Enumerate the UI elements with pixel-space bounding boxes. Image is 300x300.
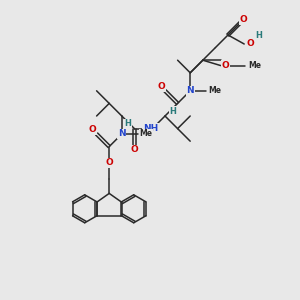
Text: O: O <box>222 61 230 70</box>
Text: H: H <box>255 32 262 40</box>
Text: Me: Me <box>248 61 262 70</box>
Text: H: H <box>124 119 131 128</box>
Text: N: N <box>186 86 194 95</box>
Text: H: H <box>169 106 176 116</box>
Text: O: O <box>105 158 113 167</box>
Text: O: O <box>89 125 97 134</box>
Text: O: O <box>157 82 165 91</box>
Text: O: O <box>240 15 248 24</box>
Text: N: N <box>118 130 126 139</box>
Text: Me: Me <box>140 130 152 139</box>
Text: Me: Me <box>208 86 221 95</box>
Text: O: O <box>246 40 254 49</box>
Text: NH: NH <box>143 124 158 133</box>
Text: O: O <box>130 145 138 154</box>
